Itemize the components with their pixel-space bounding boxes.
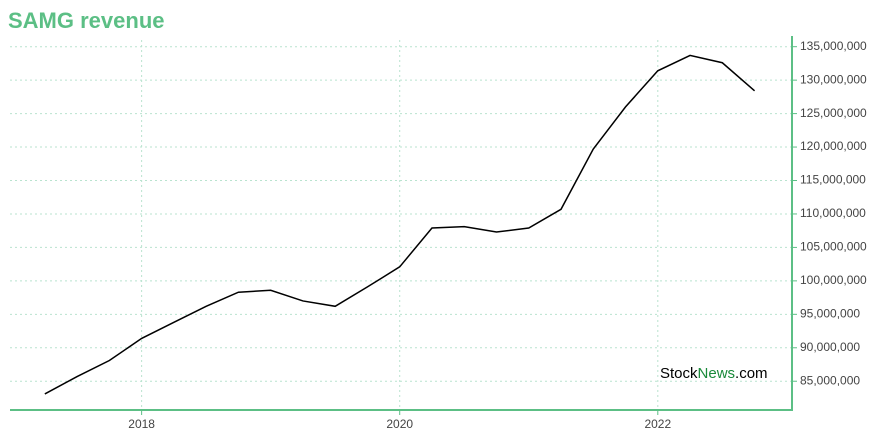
watermark-part: .com	[735, 365, 768, 382]
y-tick-label: 100,000,000	[800, 273, 867, 287]
y-tick-label: 110,000,000	[800, 206, 866, 220]
x-tick-label: 2022	[644, 417, 671, 431]
x-tick-label: 2018	[128, 417, 155, 431]
line	[44, 54, 756, 395]
watermark-part: Stock	[660, 365, 698, 382]
y-tick-label: 135,000,000	[800, 39, 867, 53]
x-tick-label: 2020	[386, 417, 413, 431]
y-tick-label: 115,000,000	[800, 173, 866, 187]
watermark: StockNews.com	[660, 365, 768, 382]
watermark-part: News	[698, 365, 736, 382]
y-tick-label: 125,000,000	[800, 106, 867, 120]
y-tick-label: 130,000,000	[800, 72, 867, 86]
y-tick-label: 85,000,000	[800, 373, 860, 387]
y-tick-label: 90,000,000	[800, 340, 860, 354]
chart-title: SAMG revenue	[8, 8, 165, 33]
y-tick-label: 120,000,000	[800, 139, 867, 153]
y-tick-label: 105,000,000	[800, 240, 867, 254]
y-tick-label: 95,000,000	[800, 306, 860, 320]
